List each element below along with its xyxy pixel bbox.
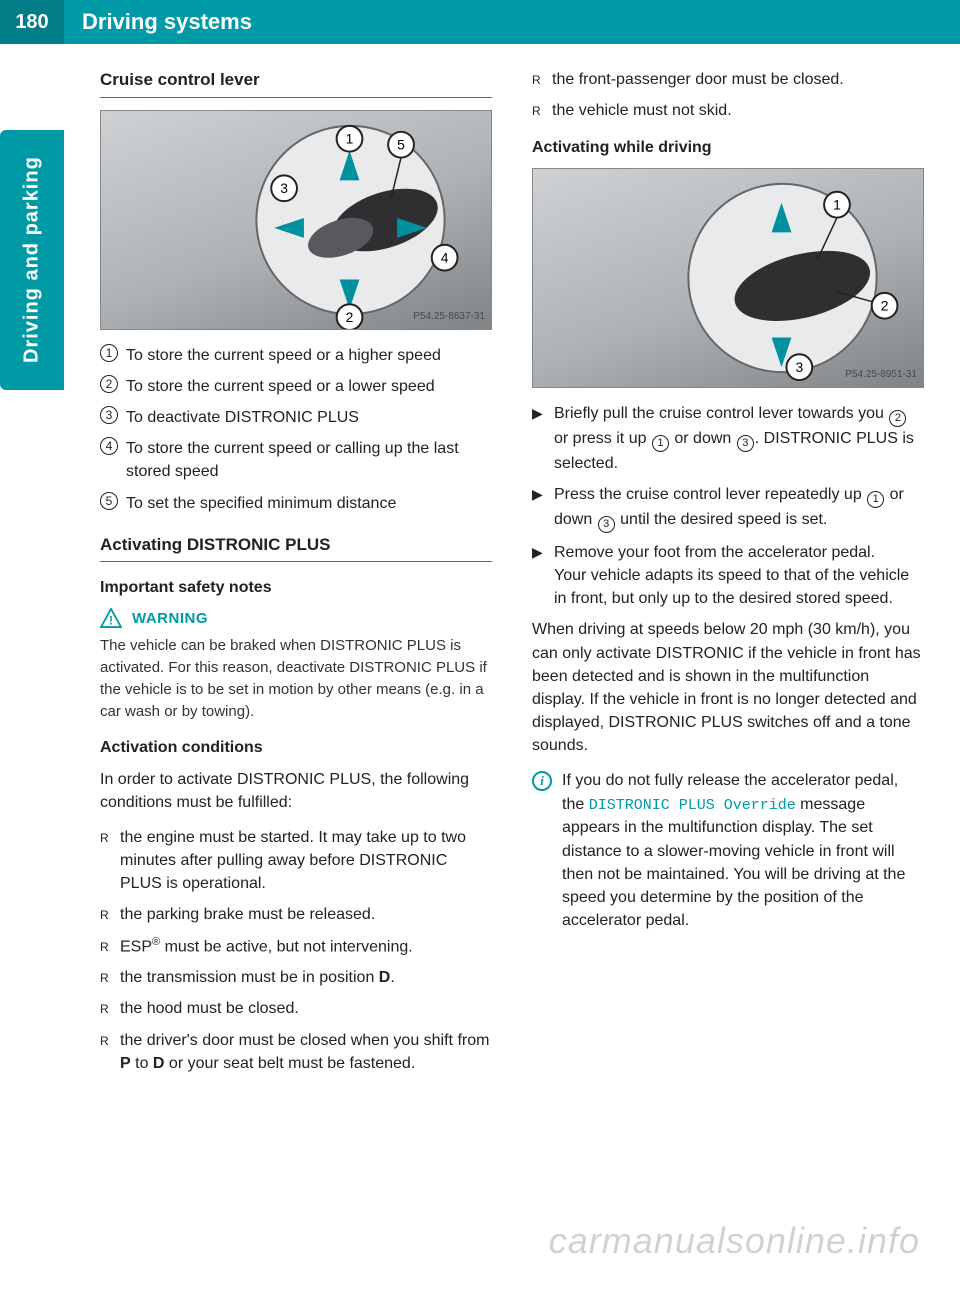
section-title-cruise-lever: Cruise control lever xyxy=(100,68,492,98)
condition-text: the engine must be started. It may take … xyxy=(120,826,492,896)
header-title: Driving systems xyxy=(64,9,252,35)
condition-item: Rthe front-passenger door must be closed… xyxy=(532,68,924,91)
svg-text:3: 3 xyxy=(795,359,803,375)
callout-list: 1 To store the current speed or a higher … xyxy=(100,344,492,515)
r-bullet-icon: R xyxy=(100,1030,120,1076)
condition-text: the driver's door must be closed when yo… xyxy=(120,1029,492,1075)
svg-text:1: 1 xyxy=(346,130,354,146)
callout-number-icon: 5 xyxy=(100,492,118,510)
page-number: 180 xyxy=(0,0,64,44)
procedure-step-3: ▶ Remove your foot from the accelerator … xyxy=(532,541,924,611)
subheading-safety: Important safety notes xyxy=(100,576,492,599)
callout-text: To store the current speed or a higher s… xyxy=(126,344,441,367)
proc2-post: until the desired speed is set. xyxy=(616,511,828,528)
figure-id-2: P54.25-8951-31 xyxy=(845,368,917,383)
section-title-activating: Activating DISTRONIC PLUS xyxy=(100,533,492,563)
callout-text: To store the current speed or a lower sp… xyxy=(126,375,435,398)
r-bullet-icon: R xyxy=(100,998,120,1021)
content-area: Cruise control lever 1 2 3 4 5 xyxy=(100,68,924,1083)
svg-text:4: 4 xyxy=(441,249,449,265)
callout-text: To set the specified minimum distance xyxy=(126,492,396,515)
left-column: Cruise control lever 1 2 3 4 5 xyxy=(100,68,492,1083)
callout-number-icon: 4 xyxy=(100,437,118,455)
callout-ref-3b: 3 xyxy=(598,516,615,533)
warning-triangle-icon: ! xyxy=(100,608,122,628)
proc3-cont: Your vehicle adapts its speed to that of… xyxy=(554,564,924,610)
callout-ref-2: 2 xyxy=(889,410,906,427)
figure-id-1: P54.25-8637-31 xyxy=(413,310,485,325)
procedure-arrow-icon: ▶ xyxy=(532,541,554,611)
watermark: carmanualsonline.info xyxy=(549,1220,920,1262)
r-bullet-icon: R xyxy=(100,967,120,990)
conditions-list-left: Rthe engine must be started. It may take… xyxy=(100,826,492,1075)
procedure-step-2: ▶ Press the cruise control lever repeate… xyxy=(532,483,924,533)
info-icon: i xyxy=(532,771,552,791)
svg-text:5: 5 xyxy=(397,136,405,152)
r-bullet-icon: R xyxy=(100,827,120,897)
conditions-intro: In order to activate DISTRONIC PLUS, the… xyxy=(100,768,492,814)
svg-text:1: 1 xyxy=(833,196,841,212)
para-low-speed: When driving at speeds below 20 mph (30 … xyxy=(532,618,924,757)
svg-text:2: 2 xyxy=(881,297,889,313)
r-bullet-icon: R xyxy=(532,100,552,123)
condition-text: the front-passenger door must be closed. xyxy=(552,68,844,91)
condition-text: the hood must be closed. xyxy=(120,997,299,1020)
callout-number-icon: 1 xyxy=(100,344,118,362)
condition-text: the transmission must be in position D. xyxy=(120,966,395,989)
conditions-list-right: Rthe front-passenger door must be closed… xyxy=(532,68,924,122)
section-side-tab: Driving and parking xyxy=(0,130,64,390)
warning-heading: ! WARNING xyxy=(100,608,492,630)
svg-text:!: ! xyxy=(109,614,113,628)
condition-item: RESP® must be active, but not intervenin… xyxy=(100,935,492,959)
callout-item: 4 To store the current speed or calling u… xyxy=(100,437,492,483)
callout-item: 5 To set the specified minimum distance xyxy=(100,492,492,515)
condition-item: Rthe transmission must be in position D. xyxy=(100,966,492,989)
info-note: i If you do not fully release the accele… xyxy=(532,769,924,932)
warning-label: WARNING xyxy=(132,608,208,630)
proc1-mid1: or press it up xyxy=(554,430,651,447)
procedure-arrow-icon: ▶ xyxy=(532,483,554,533)
r-bullet-icon: R xyxy=(100,936,120,960)
figure-cruise-lever: 1 2 3 4 5 P54.25-8637-31 xyxy=(100,110,492,330)
info-post: message appears in the multifunction dis… xyxy=(562,796,905,930)
svg-text:2: 2 xyxy=(346,309,354,325)
activating-illustration: 1 2 3 xyxy=(533,169,923,387)
callout-number-icon: 2 xyxy=(100,375,118,393)
callout-item: 1 To store the current speed or a higher … xyxy=(100,344,492,367)
callout-text: To store the current speed or calling up… xyxy=(126,437,492,483)
callout-ref-1: 1 xyxy=(652,435,669,452)
callout-item: 2 To store the current speed or a lower s… xyxy=(100,375,492,398)
condition-item: Rthe vehicle must not skid. xyxy=(532,99,924,122)
condition-item: Rthe parking brake must be released. xyxy=(100,903,492,926)
subheading-conditions: Activation conditions xyxy=(100,736,492,759)
display-message: DISTRONIC PLUS Override xyxy=(589,797,796,814)
r-bullet-icon: R xyxy=(532,69,552,92)
procedure-arrow-icon: ▶ xyxy=(532,402,554,475)
callout-ref-3: 3 xyxy=(737,435,754,452)
r-bullet-icon: R xyxy=(100,904,120,927)
proc1-pre: Briefly pull the cruise control lever to… xyxy=(554,405,888,422)
condition-item: Rthe hood must be closed. xyxy=(100,997,492,1020)
callout-number-icon: 3 xyxy=(100,406,118,424)
proc3-text: Remove your foot from the accelerator pe… xyxy=(554,541,924,564)
proc1-mid2: or down xyxy=(670,430,736,447)
right-column: Rthe front-passenger door must be closed… xyxy=(532,68,924,1083)
callout-item: 3 To deactivate DISTRONIC PLUS xyxy=(100,406,492,429)
warning-text: The vehicle can be braked when DISTRONIC… xyxy=(100,635,492,722)
condition-text: ESP® must be active, but not intervening… xyxy=(120,935,413,959)
figure-activating: 1 2 3 P54.25-8951-31 xyxy=(532,168,924,388)
cruise-lever-illustration: 1 2 3 4 5 xyxy=(101,111,491,329)
callout-text: To deactivate DISTRONIC PLUS xyxy=(126,406,359,429)
procedure-step-1: ▶ Briefly pull the cruise control lever … xyxy=(532,402,924,475)
condition-text: the vehicle must not skid. xyxy=(552,99,732,122)
svg-text:3: 3 xyxy=(280,180,288,196)
callout-ref-1b: 1 xyxy=(867,491,884,508)
condition-item: Rthe driver's door must be closed when y… xyxy=(100,1029,492,1075)
condition-item: Rthe engine must be started. It may take… xyxy=(100,826,492,896)
proc2-pre: Press the cruise control lever repeatedl… xyxy=(554,486,866,503)
condition-text: the parking brake must be released. xyxy=(120,903,375,926)
header-bar: 180 Driving systems xyxy=(0,0,960,44)
subheading-activating-driving: Activating while driving xyxy=(532,136,924,159)
